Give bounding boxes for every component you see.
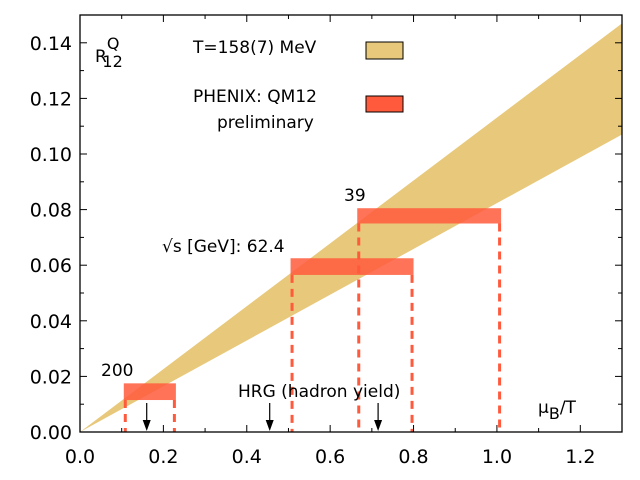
label-39: 39 xyxy=(344,186,366,206)
axis-ticks: 0.0 0.2 0.4 0.6 0.8 1.0 1.2 0.00 0.02 0.04 0.06 0.0… xyxy=(30,15,623,468)
x-tick-label: 0.8 xyxy=(398,446,428,468)
annotations: RQ 12 μB/T 39 √s [GeV]: 62.4 200 HRG (had… xyxy=(95,34,577,423)
x-axis-label: μB/T xyxy=(538,398,577,423)
phenix-box-62.4 xyxy=(290,258,414,275)
hrg-label: HRG (hadron yield) xyxy=(238,382,400,402)
hrg-arrow-head-2 xyxy=(374,420,383,431)
hrg-arrow-head-1 xyxy=(265,420,274,431)
y-tick-label: 0.14 xyxy=(30,33,72,55)
x-tick-label: 1.2 xyxy=(565,446,595,468)
temperature-band xyxy=(80,23,622,432)
phenix-box-39 xyxy=(357,208,502,224)
y-tick-label: 0.08 xyxy=(30,200,72,222)
phenix-box-200 xyxy=(123,383,176,401)
legend-box-label-line1: PHENIX: QM12 xyxy=(193,87,317,107)
y-tick-label: 0.06 xyxy=(30,255,72,277)
legend-box-label-line2: preliminary xyxy=(217,113,314,133)
x-tick-label: 1.0 xyxy=(482,446,512,468)
plot-frame xyxy=(79,14,623,433)
y-tick-label: 0.04 xyxy=(30,311,72,333)
y-tick-label: 0.02 xyxy=(30,366,72,388)
x-tick-label: 0.4 xyxy=(232,446,262,468)
legend-band-label: T=158(7) MeV xyxy=(192,38,317,58)
x-tick-label: 0.2 xyxy=(148,446,178,468)
x-tick-label: 0.6 xyxy=(315,446,345,468)
y-tick-label: 0.00 xyxy=(30,422,72,444)
label-200: 200 xyxy=(101,361,133,381)
y-tick-label: 0.10 xyxy=(30,144,72,166)
x-tick-label: 0.0 xyxy=(65,446,95,468)
legend-band-swatch xyxy=(365,41,404,60)
data-layer xyxy=(80,23,622,432)
y-axis-label: RQ 12 xyxy=(95,34,123,71)
legend-box-swatch xyxy=(365,95,404,113)
label-sqrt-s: √s [GeV]: 62.4 xyxy=(162,237,285,257)
hrg-arrow-head-0 xyxy=(142,420,151,431)
y-tick-label: 0.12 xyxy=(30,88,72,110)
legend: T=158(7) MeV PHENIX: QM12 preliminary xyxy=(192,38,404,133)
